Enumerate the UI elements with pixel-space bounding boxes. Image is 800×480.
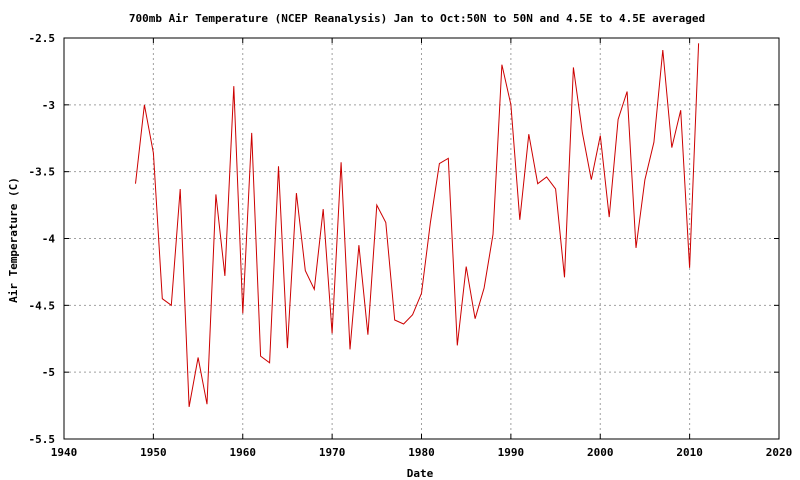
- x-tick-label-1950: 1950: [140, 446, 167, 459]
- x-axis-label: Date: [407, 467, 434, 480]
- y-tick-label-neg4m5: -4.5: [29, 299, 56, 312]
- y-axis-label: Air Temperature (C): [7, 177, 20, 303]
- y-tick-label-neg2m5: -2.5: [29, 32, 56, 45]
- y-tick-label-neg3: -3: [42, 99, 55, 112]
- y-tick-label-neg3m5: -3.5: [29, 166, 56, 179]
- x-tick-label-1960: 1960: [230, 446, 257, 459]
- x-tick-label-1940: 1940: [51, 446, 78, 459]
- x-tick-label-2020: 2020: [766, 446, 793, 459]
- x-tick-label-2010: 2010: [676, 446, 703, 459]
- y-tick-label-neg5m5: -5.5: [29, 433, 56, 446]
- gridlines: [64, 38, 779, 439]
- y-tick-labels: -2.5 -3 -3.5 -4 -4.5 -5 -5.5: [29, 32, 56, 446]
- axis-ticks: [63, 37, 780, 440]
- y-tick-label-neg4: -4: [42, 233, 56, 246]
- chart-title: 700mb Air Temperature (NCEP Reanalysis) …: [129, 12, 705, 25]
- x-tick-label-1990: 1990: [498, 446, 525, 459]
- series-line-0: [135, 43, 700, 407]
- y-tick-label-neg5: -5: [42, 366, 55, 379]
- x-tick-label-1980: 1980: [408, 446, 435, 459]
- series-layer: [135, 43, 700, 407]
- x-tick-label-2000: 2000: [587, 446, 614, 459]
- x-tick-label-1970: 1970: [319, 446, 346, 459]
- x-tick-labels: 1940 1950 1960 1970 1980 1990 2000 2010 2020: [51, 446, 793, 459]
